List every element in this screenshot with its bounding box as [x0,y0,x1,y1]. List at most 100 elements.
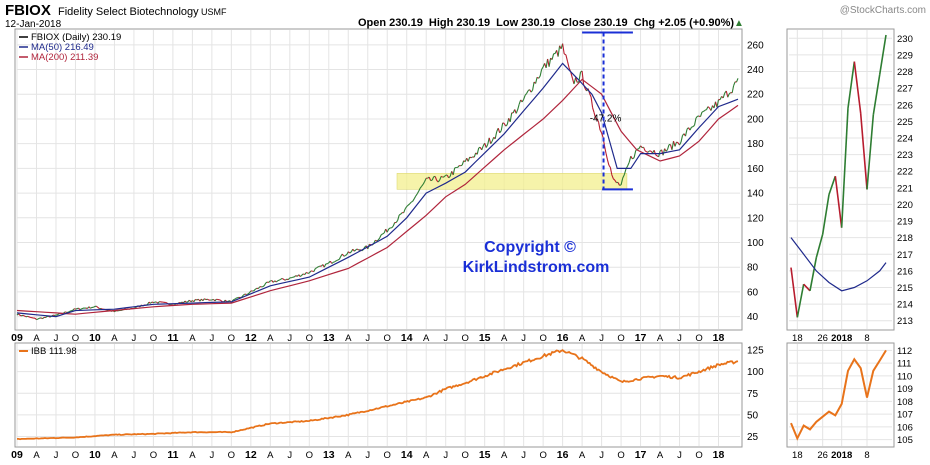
fbiox-price-segment [535,77,538,84]
y-tick-label: 240 [747,65,764,76]
fbiox-price-segment [640,145,643,148]
y-tick-label: 227 [897,84,913,95]
x-tick-label: 15 [479,332,491,344]
fbiox-price-segment [557,45,561,57]
ibb-zoom-x-ticks: 18 26 2018 8 [792,450,870,461]
fbiox-price-segment [344,254,348,257]
fbiox-price-segment [612,178,616,181]
fbiox-price-segment [599,129,603,134]
fbiox-price-segment [242,293,246,296]
fbiox-price-segment [274,280,277,283]
fbiox-price-segment [278,278,282,281]
x-tick-label: A [501,450,508,461]
x-tick-label: O [306,333,313,344]
fbiox-price-segment [628,156,632,163]
fbiox-price-segment [719,96,723,100]
fbiox-price-segment [336,259,339,262]
zoom-price-segment [815,234,824,258]
fbiox-price-segment [409,201,412,205]
fbiox-price-segment [79,308,82,311]
fbiox-price-segment [699,111,703,117]
fbiox-price-segment [646,151,649,153]
fbiox-price-segment [347,251,351,254]
fbiox-price-segment [575,77,578,83]
x-tick-label: A [423,450,430,461]
x-tick-label: J [287,333,292,344]
fbiox-price-segment [211,298,214,301]
fbiox-price-segment [316,266,319,269]
x-tick-label: O [695,333,702,344]
fbiox-price-segment [452,167,456,176]
ibb-gridlines [16,344,740,446]
fbiox-price-segment [244,293,247,296]
ibb-panel-frame [14,342,743,448]
ibb-line [17,349,739,441]
fbiox-price-segment [57,313,60,316]
fbiox-price-segment [410,200,413,203]
fbiox-price-segment [304,272,307,275]
y-tick-label: 226 [897,100,913,111]
fbiox-price-segment [524,93,528,96]
y-tick-label: 230 [897,34,913,45]
fbiox-price-segment [593,112,597,119]
x-tick-label: O [150,450,157,461]
fbiox-price-segment [36,318,39,321]
drawdown-marker: -47.2% [582,31,633,191]
fbiox-price-segment [415,193,418,197]
fbiox-price-segment [617,182,620,186]
fbiox-price-segment [692,124,695,128]
fbiox-price-segment [413,195,417,200]
y-tick-label: 222 [897,167,913,178]
fbiox-price-segment [649,150,652,152]
main-series-group [16,43,739,321]
fbiox-price-segment [526,90,529,94]
fbiox-price-segment [326,262,330,265]
fbiox-price-segment [78,307,81,310]
x-tick-label: O [72,450,79,461]
y-tick-label: 217 [897,250,913,261]
fbiox-price-segment [619,184,622,186]
fbiox-price-segment [707,106,710,109]
fbiox-price-segment [268,280,271,283]
fbiox-price-segment [565,54,569,62]
zoom-price-segment [878,34,887,75]
fbiox-price-segment [295,275,298,277]
fbiox-price-segment [315,267,318,270]
fbiox-price-segment [150,301,153,304]
fbiox-price-segment [437,179,441,183]
fbiox-price-segment [196,298,199,301]
x-tick-label: O [617,333,624,344]
fbiox-price-segment [505,124,508,127]
fbiox-price-segment [21,314,24,317]
y-tick-label: 60 [747,287,759,298]
fbiox-price-segment [467,156,471,162]
fbiox-price-segment [235,297,238,299]
fbiox-price-segment [684,129,688,137]
y-tick-label: 108 [897,397,913,408]
fbiox-price-segment [283,279,286,281]
fbiox-price-segment [42,316,45,320]
zoom-price-segment [803,283,811,292]
fbiox-price-segment [517,103,520,110]
x-tick-label: 09 [11,332,23,344]
fbiox-price-segment [97,307,100,310]
fbiox-price-segment [695,115,698,119]
x-tick-label: A [501,333,508,344]
x-tick-label: O [695,450,702,461]
ibb-series-group [17,349,739,441]
fbiox-price-segment [40,317,43,320]
y-tick-label: 105 [897,435,913,446]
y-tick-label: 109 [897,384,913,395]
fbiox-price-segment [280,277,283,280]
zoom-x-tick-label: 18 [792,333,803,344]
fbiox-price-segment [548,58,552,67]
x-tick-label: A [657,450,664,461]
fbiox-price-segment [416,190,420,195]
fbiox-price-segment [88,306,91,309]
fbiox-price-segment [428,176,432,181]
fbiox-price-segment [181,301,184,304]
fbiox-price-segment [76,307,79,310]
y-tick-label: 40 [747,312,759,323]
fbiox-price-segment [263,282,267,286]
